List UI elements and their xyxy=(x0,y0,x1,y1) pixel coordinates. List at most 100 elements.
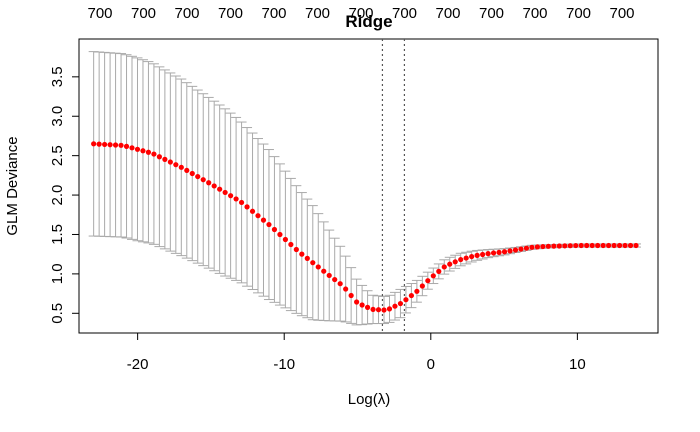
data-point xyxy=(556,243,562,249)
data-point xyxy=(145,149,152,155)
y-tick-label: 3.5 xyxy=(49,66,66,87)
data-point xyxy=(545,243,551,249)
data-point xyxy=(238,199,245,206)
data-point xyxy=(430,273,436,279)
top-axis-label: 700 xyxy=(479,5,504,22)
data-point xyxy=(222,189,228,196)
data-point xyxy=(364,304,371,310)
data-point xyxy=(277,231,283,238)
data-point xyxy=(321,268,327,274)
data-point xyxy=(584,242,590,249)
y-tick-label: 2.0 xyxy=(49,185,66,206)
data-point xyxy=(304,255,310,261)
data-point xyxy=(425,278,431,284)
data-point xyxy=(567,243,573,249)
data-point xyxy=(123,143,130,149)
y-axis-label: GLM Deviance xyxy=(4,136,21,235)
data-point xyxy=(91,141,97,147)
data-point xyxy=(249,208,256,214)
data-point xyxy=(595,242,601,249)
top-axis-label: 700 xyxy=(174,5,199,22)
data-point xyxy=(200,177,206,183)
data-point xyxy=(310,260,316,266)
top-axis-label: 700 xyxy=(566,5,591,22)
data-point xyxy=(469,253,475,260)
data-point xyxy=(452,259,458,265)
data-point xyxy=(518,246,524,252)
data-point xyxy=(622,242,628,249)
data-point xyxy=(523,245,530,251)
data-point xyxy=(129,145,135,151)
top-axis-label: 700 xyxy=(218,5,243,22)
data-point xyxy=(266,221,272,228)
data-point xyxy=(217,186,223,192)
x-tick-label: 0 xyxy=(427,356,435,373)
data-point xyxy=(562,243,568,249)
data-point xyxy=(293,246,299,253)
y-tick-label: 3.0 xyxy=(49,106,66,127)
data-point xyxy=(534,244,541,250)
data-point xyxy=(282,236,288,243)
data-point xyxy=(386,306,393,312)
data-point xyxy=(573,242,579,249)
data-point xyxy=(397,300,404,307)
data-point xyxy=(337,281,343,287)
data-point xyxy=(348,292,354,299)
top-axis-label: 700 xyxy=(392,5,417,22)
top-axis-label: 700 xyxy=(131,5,156,22)
data-point xyxy=(616,242,623,249)
data-point xyxy=(184,167,190,174)
data-point xyxy=(299,251,305,257)
data-point xyxy=(255,213,261,219)
data-point xyxy=(140,148,146,154)
data-point xyxy=(167,159,173,165)
data-point xyxy=(206,180,212,186)
data-point xyxy=(600,242,606,249)
data-point xyxy=(260,217,267,223)
error-bars xyxy=(88,51,642,326)
data-point xyxy=(392,303,398,309)
top-axis-label: 700 xyxy=(261,5,286,22)
data-point xyxy=(228,193,234,199)
data-point xyxy=(507,248,513,254)
data-point xyxy=(578,242,584,249)
data-point xyxy=(343,286,349,292)
data-point xyxy=(627,242,634,249)
data-point xyxy=(408,292,415,299)
data-point xyxy=(178,164,184,170)
x-tick-label: -20 xyxy=(127,356,149,373)
data-point xyxy=(496,249,502,255)
data-point xyxy=(271,226,278,233)
data-point xyxy=(606,242,612,249)
y-tick-label: 2.5 xyxy=(49,145,66,166)
data-point xyxy=(485,251,491,257)
top-axis-label: 700 xyxy=(522,5,547,22)
data-point xyxy=(447,261,453,267)
data-point xyxy=(474,252,480,258)
data-point xyxy=(96,141,102,147)
data-point xyxy=(315,264,321,270)
x-tick-label: -10 xyxy=(273,356,295,373)
data-point xyxy=(189,170,195,177)
top-axis-label: 700 xyxy=(87,5,112,22)
data-point xyxy=(326,272,332,279)
plot-frame xyxy=(78,38,659,334)
chart-title: Ridge xyxy=(345,12,392,31)
data-point xyxy=(134,146,141,152)
data-point xyxy=(354,299,360,305)
data-point xyxy=(403,297,409,303)
data-point xyxy=(288,241,294,248)
data-point xyxy=(463,255,469,261)
data-point xyxy=(611,242,617,249)
lambda-lines xyxy=(381,39,406,333)
data-point xyxy=(107,142,113,148)
data-point xyxy=(441,264,447,270)
y-tick-label: 1.5 xyxy=(49,224,66,245)
data-point xyxy=(156,154,162,160)
data-point xyxy=(381,307,387,313)
data-point xyxy=(370,306,376,313)
data-point xyxy=(540,243,546,250)
data-point xyxy=(173,162,179,168)
top-axis-label: 700 xyxy=(348,5,373,22)
